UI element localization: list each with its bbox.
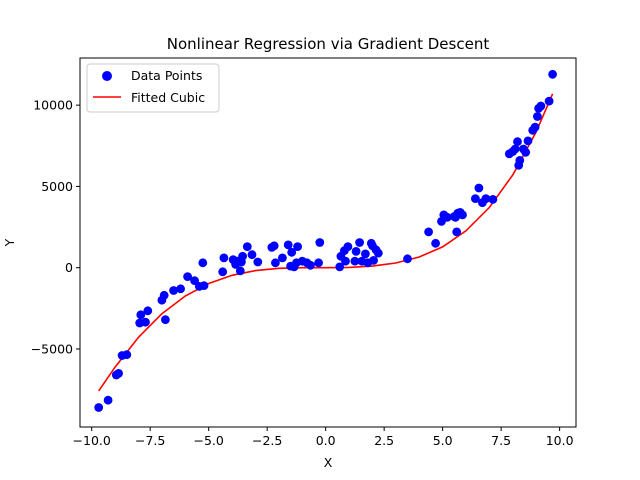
data-point <box>199 281 209 290</box>
data-point <box>315 238 325 247</box>
data-point <box>94 403 104 412</box>
data-point <box>283 240 293 250</box>
data-point <box>247 250 257 260</box>
data-point <box>536 101 546 111</box>
fitted-line-layer <box>98 93 554 392</box>
data-point <box>253 257 263 267</box>
fitted-cubic-line <box>98 93 554 392</box>
data-point <box>355 238 364 247</box>
legend: Data Points Fitted Cubic <box>86 63 220 113</box>
data-point <box>510 144 520 154</box>
data-point <box>452 227 462 237</box>
data-point <box>169 286 179 295</box>
y-axis-ticks: −5000 0 5000 10000 <box>31 98 80 356</box>
data-point <box>271 258 280 268</box>
data-point <box>218 267 228 277</box>
chart-title: Nonlinear Regression via Gradient Descen… <box>167 35 490 53</box>
data-point <box>176 284 186 294</box>
data-point <box>136 310 146 320</box>
x-tick-label: 0.0 <box>316 433 336 448</box>
x-tick-label: −7.5 <box>135 433 165 448</box>
data-point <box>369 256 378 265</box>
data-point <box>424 227 433 237</box>
legend-label-fitted-cubic: Fitted Cubic <box>131 90 205 105</box>
data-point <box>238 251 248 261</box>
x-tick-label: 10.0 <box>546 433 574 448</box>
data-point <box>431 238 440 248</box>
x-tick-label: 5.0 <box>433 433 453 448</box>
data-point <box>287 247 297 257</box>
data-point <box>458 210 467 220</box>
y-tick-label: 5000 <box>41 179 73 194</box>
data-point <box>341 256 350 266</box>
data-point <box>523 136 533 146</box>
data-point <box>548 69 557 79</box>
scatter-layer <box>94 69 557 412</box>
y-tick-label: −5000 <box>31 341 73 356</box>
data-point <box>515 156 525 165</box>
data-point <box>521 147 531 157</box>
x-tick-label: −10.0 <box>73 433 111 448</box>
data-point <box>114 369 123 378</box>
data-point <box>219 253 229 263</box>
data-point <box>198 258 208 268</box>
data-point <box>183 272 193 281</box>
data-point <box>242 242 252 252</box>
x-tick-label: −2.5 <box>252 433 282 448</box>
x-tick-label: 7.5 <box>491 433 511 448</box>
data-point <box>293 242 302 252</box>
data-point <box>235 266 245 276</box>
data-point <box>351 247 361 256</box>
data-point <box>122 350 132 360</box>
data-point <box>471 194 480 204</box>
data-point <box>488 195 498 204</box>
data-point <box>159 290 169 300</box>
data-point <box>143 306 153 316</box>
data-point <box>530 122 540 132</box>
y-axis-label: Y <box>2 238 17 247</box>
data-point <box>481 194 491 204</box>
x-tick-label: 2.5 <box>374 433 394 448</box>
legend-marker-data-points <box>102 71 112 81</box>
data-point <box>350 256 360 266</box>
axes-frame <box>79 57 577 428</box>
data-point <box>373 248 383 258</box>
data-point <box>361 249 370 259</box>
data-point <box>533 112 542 121</box>
legend-label-data-points: Data Points <box>131 68 202 83</box>
data-point <box>343 242 353 252</box>
data-point <box>474 183 484 193</box>
data-point <box>314 258 323 268</box>
x-tick-label: −5.0 <box>193 433 223 448</box>
x-axis-ticks: −10.0 −7.5 −5.0 −2.5 0.0 2.5 5.0 7.5 10.0 <box>73 427 574 448</box>
data-point <box>141 317 150 327</box>
legend-box <box>86 63 220 113</box>
y-tick-label: 0 <box>65 260 73 275</box>
data-point <box>306 260 315 270</box>
data-point <box>403 254 412 264</box>
data-point <box>544 96 554 106</box>
data-point <box>269 241 279 251</box>
data-point <box>513 137 522 147</box>
y-tick-label: 10000 <box>33 98 73 113</box>
data-point <box>278 253 287 263</box>
data-point <box>161 315 170 325</box>
data-point <box>335 262 345 272</box>
data-point <box>103 395 113 405</box>
data-point <box>442 212 452 222</box>
plot-area <box>94 69 557 412</box>
x-axis-label: X <box>324 455 333 470</box>
